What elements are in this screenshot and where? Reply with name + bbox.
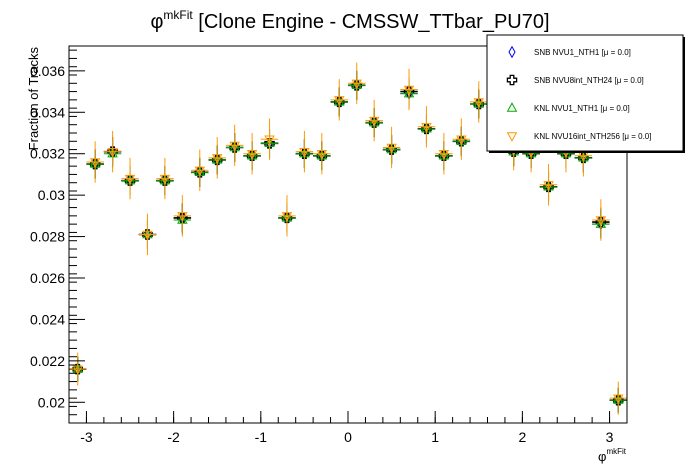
data-point [470, 81, 488, 123]
marker-triangle-down [595, 216, 607, 226]
x-tick-label: -2 [167, 429, 180, 445]
data-point [208, 137, 226, 179]
marker-triangle-down [281, 212, 293, 222]
axes: -3 -2 -1 0 1 2 3 0.02 0.022 0.024 0.026 0.028 0.03 0.… [30, 45, 628, 445]
y-tick-label: 0.028 [30, 229, 65, 245]
data-point [278, 195, 296, 237]
x-tick-label: 1 [431, 429, 439, 445]
x-tick-label: 2 [518, 429, 526, 445]
legend-item: SNB NVU8int_NTH24 [μ = 0.0] [506, 74, 644, 86]
marker-triangle-down [386, 143, 397, 154]
data-point [173, 195, 192, 237]
legend: SNB NVU1_NTH1 [μ = 0.0] SNB NVU8int_NTH24… [486, 34, 685, 153]
data-point [69, 352, 87, 386]
marker-triangle-down [403, 85, 415, 96]
marker-cross [107, 146, 118, 157]
legend-marker-triangle-down [506, 132, 518, 142]
x-axis-label: φmkFit [598, 447, 627, 464]
y-axis-label: Fraction of Tracks [26, 47, 41, 151]
data-point [592, 199, 610, 241]
data-point [365, 99, 383, 142]
legend-label: KNL NVU16int_NTH256 [μ = 0.0] [534, 132, 651, 141]
chart-title-text: [Clone Engine - CMSSW_TTbar_PU70] [193, 11, 550, 33]
data-point [452, 118, 471, 160]
marker-triangle-down [438, 150, 450, 160]
marker-triangle-down [107, 147, 118, 158]
marker-triangle-down [543, 181, 554, 191]
data-point [138, 213, 157, 256]
y-tick-label: 0.022 [30, 353, 65, 369]
y-tick-label: 0.032 [30, 146, 65, 162]
plot-area [69, 62, 627, 415]
data-point [156, 157, 174, 200]
marker-triangle-down [368, 116, 380, 127]
legend-label: SNB NVU8int_NTH24 [μ = 0.0] [534, 76, 644, 85]
x-tick-label: 3 [606, 429, 614, 445]
x-tick-label: -1 [255, 429, 268, 445]
legend-label: KNL NVU1_NTH1 [μ = 0.0] [534, 104, 630, 113]
marker-triangle-down [264, 135, 275, 146]
marker-triangle-down [334, 96, 345, 106]
legend-item: SNB NVU1_NTH1 [μ = 0.0] [508, 45, 631, 59]
marker-triangle-down [299, 147, 310, 158]
marker-triangle-down [194, 166, 206, 177]
y-tick-label: 0.026 [30, 270, 65, 286]
data-point [243, 133, 261, 175]
marker-triangle-down [124, 174, 136, 185]
data-point [295, 130, 314, 173]
data-point [539, 164, 558, 206]
data-point [225, 124, 244, 167]
legend-marker-triangle-up [506, 102, 518, 112]
legend-item: KNL NVU16int_NTH256 [μ = 0.0] [506, 132, 651, 142]
marker-triangle-down [159, 174, 171, 185]
data-point [435, 133, 453, 175]
x-axis-label-symbol: φ [598, 449, 606, 464]
legend-box [486, 34, 684, 152]
data-point [103, 130, 122, 173]
y-tick-label: 0.036 [30, 63, 65, 79]
y-tick-label: 0.024 [30, 311, 65, 327]
data-point [191, 149, 209, 191]
marker-triangle-down [316, 150, 328, 160]
data-point [330, 79, 348, 121]
data-point [260, 118, 279, 160]
y-tick-label: 0.034 [30, 104, 65, 120]
data-point [417, 106, 436, 148]
y-tick-label: 0.03 [38, 187, 65, 203]
marker-triangle-down [89, 158, 101, 168]
legend-marker-cross [506, 74, 518, 86]
chart-title: φmkFit [Clone Engine - CMSSW_TTbar_PU70] [150, 8, 549, 33]
data-point [121, 157, 139, 200]
data-point [348, 62, 366, 104]
marker-triangle-down [473, 98, 485, 108]
marker-triangle-down [456, 135, 467, 146]
legend-label: SNB NVU1_NTH1 [μ = 0.0] [534, 48, 631, 57]
data-point [382, 126, 401, 169]
chart-title-superscript: mkFit [163, 8, 193, 22]
legend-marker-diamond [508, 45, 516, 59]
marker-triangle-down [613, 394, 624, 404]
y-tick-label: 0.02 [38, 394, 65, 410]
chart-title-symbol: φ [150, 11, 163, 33]
data-point [86, 141, 104, 183]
x-axis-label-superscript: mkFit [606, 447, 626, 456]
data-point [609, 381, 627, 415]
legend-item: KNL NVU1_NTH1 [μ = 0.0] [506, 102, 630, 113]
marker-triangle-down [229, 141, 240, 152]
marker-triangle-down [421, 123, 432, 133]
data-point [313, 133, 331, 175]
x-tick-label: 0 [344, 429, 352, 445]
marker-triangle-down [142, 230, 153, 241]
data-point [400, 68, 418, 111]
marker-triangle-down [351, 79, 362, 90]
marker-triangle-down [177, 212, 188, 222]
marker-triangle-down [211, 154, 223, 164]
marker-triangle-down [72, 365, 83, 375]
x-tick-label: -3 [80, 429, 93, 445]
marker-triangle-down [246, 150, 258, 160]
